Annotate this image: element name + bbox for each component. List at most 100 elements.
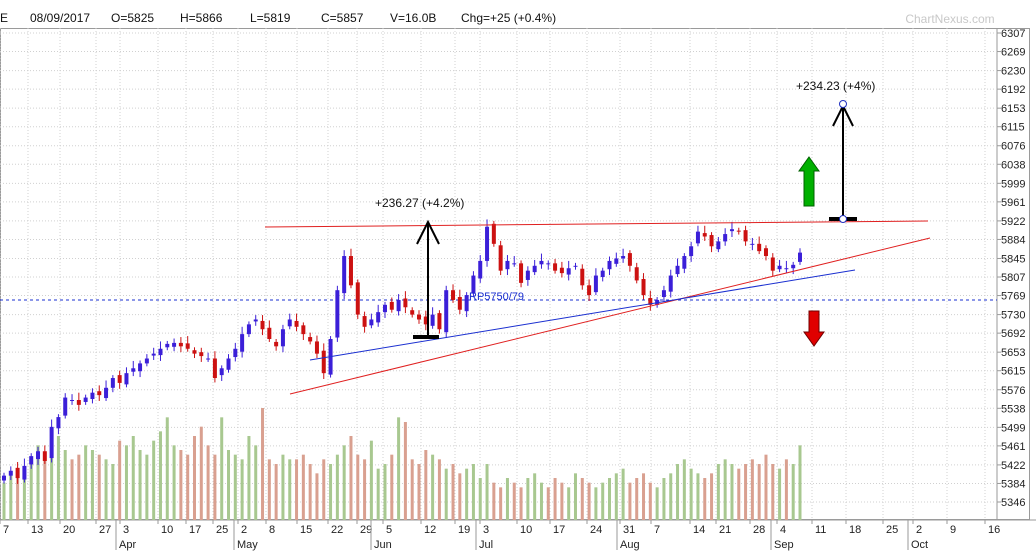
volume-bar [104,459,108,520]
support-line-blue [309,269,856,361]
x-tick-label: 12 [424,524,436,536]
candle-body [573,265,578,267]
candle-body [777,265,782,270]
candle-body [634,267,639,281]
volume-bar [124,445,128,520]
month-label: Jun [374,539,392,551]
volume-bar [505,478,509,520]
candle-body [192,350,197,354]
plot-frame [0,28,1030,520]
volume-bar [369,440,373,520]
y-tick-label: 5807 [1001,272,1025,284]
volume-bar [492,482,496,520]
candle-body [36,451,41,460]
volume-bar [145,454,149,520]
volume-bar [50,440,54,520]
x-tick-label: 25 [886,524,898,536]
volume-bar [383,464,387,520]
candle-body [199,352,204,357]
candle-body [219,368,224,376]
volume-bar [131,436,135,520]
green-up-arrow [798,156,820,207]
volume-bar [567,487,571,520]
candle-body [498,245,503,271]
candle-body [389,301,394,310]
volume-bar [288,459,292,520]
x-tick-label: 17 [553,524,565,536]
candle-body [97,391,102,396]
candle-body [757,243,762,252]
candle-body [682,256,687,269]
candle-body [110,378,115,388]
x-tick-label: 18 [849,524,861,536]
volume-bar [281,454,285,520]
volume-bar [526,478,530,520]
x-tick-label: 28 [753,524,765,536]
volume-bar [716,464,720,520]
volume-bar [36,445,40,520]
volume-bar [261,408,265,520]
volume-bar [138,450,142,520]
volume-bar [771,464,775,520]
candle-body [471,275,476,294]
candle-body [369,319,374,326]
volume-bar [329,464,333,520]
candle-body [478,260,483,279]
volume-bar [723,459,727,520]
x-tick-label: 3 [483,524,489,536]
candle-body [158,348,163,356]
x-tick-label: 11 [815,524,826,536]
candle-body [736,230,741,232]
candle-body [144,358,149,364]
volume-bar [431,454,435,520]
candle-body [661,290,666,298]
candle-body [593,275,598,293]
candle-body [165,343,170,348]
candle-body [716,241,721,250]
candle-body [451,290,456,300]
y-tick-label: 5653 [1001,347,1025,359]
candle-body [512,263,517,265]
month-label: Oct [911,539,928,551]
volume-bar [744,464,748,520]
volume-bar [614,473,618,520]
candle-body [253,319,258,322]
volume-bar [737,468,741,520]
candle-body [444,290,449,333]
volume-bar [63,450,67,520]
y-tick-label: 6038 [1001,159,1025,171]
volume-bar [118,440,122,520]
volume-bar [444,468,448,520]
candle-body [246,324,251,335]
x-tick-label: 10 [161,524,173,536]
candle-body [178,342,183,347]
candle-body [274,341,279,347]
volume-bar [16,478,20,520]
volume-bar [158,431,162,520]
y-tick-label: 5692 [1001,328,1025,340]
candle-body [525,270,530,280]
volume-bar [199,426,203,520]
volume-bar [274,464,278,520]
y-tick-label: 6192 [1001,84,1025,96]
y-tick-label: 6230 [1001,66,1025,78]
volume-bar [22,468,26,520]
header-close: C=5857 [321,11,364,25]
candle-body [49,426,54,459]
candle-body [621,256,626,259]
candle-body [505,260,510,270]
x-tick-label: 19 [458,524,470,536]
candle-body [117,375,122,383]
candle-body [485,226,490,261]
volume-bar [240,459,244,520]
volume-bar [9,473,13,520]
x-tick-label: 16 [988,524,1000,536]
x-tick-label: 31 [623,524,635,536]
volume-bar [56,436,60,520]
volume-bar [682,459,686,520]
candle-body [553,263,558,271]
volume-bar [90,450,94,520]
candle-body [546,263,551,265]
candle-body [206,358,211,360]
